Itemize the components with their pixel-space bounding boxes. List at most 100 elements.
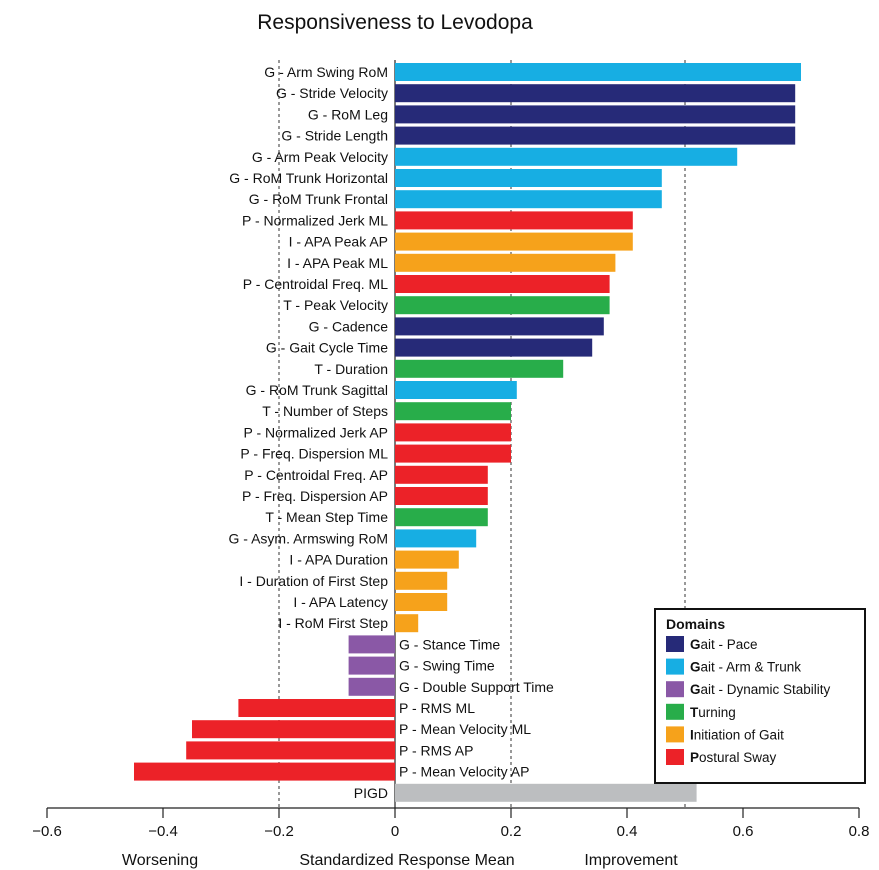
bar bbox=[395, 126, 796, 145]
bar bbox=[395, 359, 564, 378]
bar-label: I - APA Latency bbox=[293, 594, 388, 610]
bar bbox=[395, 232, 633, 251]
bar-label: P - Normalized Jerk AP bbox=[244, 424, 388, 440]
bar bbox=[395, 508, 488, 527]
bar-label: I - APA Peak AP bbox=[289, 234, 388, 250]
bar bbox=[192, 720, 395, 739]
bars bbox=[134, 63, 801, 802]
bar-label: P - Normalized Jerk ML bbox=[242, 212, 388, 228]
bar-label: G - Swing Time bbox=[399, 658, 495, 674]
bar-label: G - Asym. Armswing RoM bbox=[229, 530, 388, 546]
x-tick-label: 0.2 bbox=[501, 823, 522, 840]
bar bbox=[395, 63, 801, 81]
bar bbox=[395, 444, 511, 463]
bar-label: P - Mean Velocity AP bbox=[399, 764, 529, 780]
bar-label: I - RoM First Step bbox=[278, 615, 388, 631]
bar-label: T - Peak Velocity bbox=[283, 297, 388, 313]
bar bbox=[395, 211, 633, 230]
legend-items: Gait - Pace Gait - Arm & Trunk Gait - Dyna… bbox=[666, 636, 831, 765]
bar-label: P - Centroidal Freq. AP bbox=[244, 467, 388, 483]
bar bbox=[395, 147, 738, 166]
improvement-caption: Improvement bbox=[584, 852, 678, 869]
bar-label: G - Gait Cycle Time bbox=[266, 340, 388, 356]
bar-label: I - Duration of First Step bbox=[239, 573, 388, 589]
bar-label: P - Mean Velocity ML bbox=[399, 721, 531, 737]
bar bbox=[395, 381, 517, 399]
bar-label: G - Stride Velocity bbox=[276, 85, 388, 101]
bar-label: G - RoM Leg bbox=[308, 106, 388, 122]
x-axis-label: Standardized Response Mean bbox=[299, 852, 514, 869]
bar bbox=[348, 677, 395, 696]
legend-swatch bbox=[666, 681, 684, 698]
bar bbox=[238, 699, 395, 717]
bar-label: G - Arm Peak Velocity bbox=[252, 149, 388, 165]
bar bbox=[395, 338, 593, 357]
bar bbox=[395, 105, 796, 124]
bar bbox=[395, 529, 477, 548]
bar-label: G - Cadence bbox=[309, 318, 389, 334]
bar bbox=[186, 741, 395, 760]
legend-entry: Postural Sway bbox=[690, 750, 777, 765]
bar-label: P - Freq. Dispersion AP bbox=[242, 488, 388, 504]
bar bbox=[395, 296, 610, 315]
bar-label: G - Arm Swing RoM bbox=[264, 64, 388, 80]
bar bbox=[395, 253, 616, 272]
x-tick-label: −0.6 bbox=[32, 823, 62, 840]
bar-labels: G - Arm Swing RoM G - Stride Velocity G - … bbox=[229, 64, 555, 801]
worsening-caption: Worsening bbox=[122, 852, 198, 869]
legend-box bbox=[654, 608, 866, 784]
x-ticks: −0.6 −0.4 −0.2 0 0.2 0.4 0.6 0.8 bbox=[32, 808, 869, 840]
bar-label: T - Duration bbox=[314, 361, 388, 377]
bar-label: PIGD bbox=[354, 785, 388, 801]
bar bbox=[395, 550, 459, 569]
bar bbox=[395, 465, 488, 484]
bar bbox=[348, 656, 395, 675]
bar bbox=[395, 487, 488, 505]
x-tick-label: −0.4 bbox=[148, 823, 178, 840]
legend-swatch bbox=[666, 703, 684, 720]
bar bbox=[395, 402, 511, 421]
bar-label: P - Centroidal Freq. ML bbox=[243, 276, 388, 292]
bar-label: T - Mean Step Time bbox=[265, 509, 388, 525]
bar-label: G - RoM Trunk Sagittal bbox=[246, 382, 388, 398]
bar bbox=[395, 783, 697, 802]
bar-label: G - Stride Length bbox=[281, 128, 388, 144]
legend-swatch bbox=[666, 636, 684, 652]
bar-label: P - Freq. Dispersion ML bbox=[240, 446, 388, 462]
bar-label: G - RoM Trunk Frontal bbox=[249, 191, 388, 207]
bar bbox=[395, 317, 604, 336]
x-tick-label: 0.8 bbox=[849, 823, 870, 840]
bar bbox=[395, 275, 610, 293]
bar bbox=[395, 571, 448, 590]
x-tick-label: −0.2 bbox=[264, 823, 294, 840]
x-axis: −0.6 −0.4 −0.2 0 0.2 0.4 0.6 0.8 bbox=[32, 807, 869, 840]
bar-label: T - Number of Steps bbox=[262, 403, 388, 419]
x-tick-label: 0.4 bbox=[617, 823, 638, 840]
bar-label: G - RoM Trunk Horizontal bbox=[229, 170, 388, 186]
legend-entry: Gait - Arm & Trunk bbox=[690, 660, 801, 675]
legend-entry: Initiation of Gait bbox=[690, 727, 784, 742]
legend-swatch bbox=[666, 749, 684, 765]
legend-swatch bbox=[666, 726, 684, 743]
bar-label: P - RMS ML bbox=[399, 700, 475, 716]
bar bbox=[395, 593, 448, 611]
legend-entry: Turning bbox=[690, 705, 736, 720]
legend-swatch bbox=[666, 658, 684, 675]
legend-title: Domains bbox=[666, 616, 725, 632]
bar-label: G - Double Support Time bbox=[399, 679, 554, 695]
legend-entry: Gait - Dynamic Stability bbox=[690, 682, 831, 697]
bar bbox=[395, 190, 662, 209]
bar bbox=[348, 635, 395, 654]
bar-label: I - APA Duration bbox=[289, 552, 388, 568]
bar bbox=[395, 169, 662, 187]
bar-label: P - RMS AP bbox=[399, 742, 473, 758]
bar bbox=[134, 762, 395, 781]
legend-entry: Gait - Pace bbox=[690, 637, 758, 652]
bar-label: G - Stance Time bbox=[399, 636, 500, 652]
bar bbox=[395, 84, 796, 103]
chart-title: Responsiveness to Levodopa bbox=[257, 11, 533, 34]
x-tick-label: 0 bbox=[391, 823, 399, 840]
bar bbox=[395, 423, 511, 442]
